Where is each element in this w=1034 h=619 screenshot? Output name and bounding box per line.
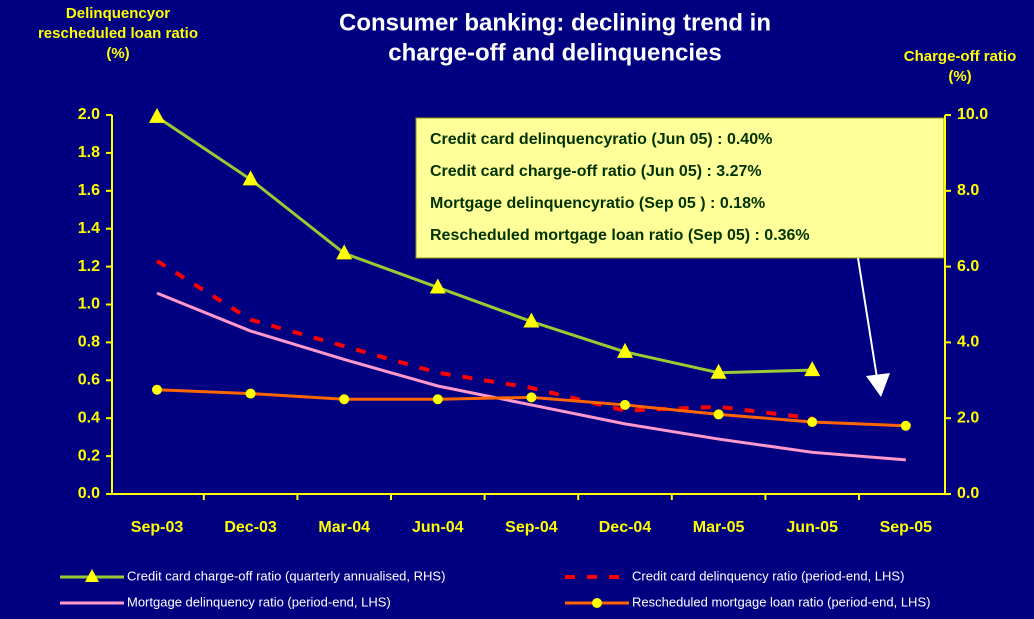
marker — [713, 409, 724, 420]
x-tick-label: Mar-05 — [693, 519, 745, 536]
marker — [429, 278, 446, 294]
y-tick-label: 1.4 — [78, 220, 100, 237]
x-tick-label: Dec-03 — [224, 519, 277, 536]
y2-axis-label: (%) — [948, 68, 971, 85]
y-tick-label: 0.6 — [78, 372, 100, 389]
x-tick-label: Jun-04 — [412, 519, 464, 536]
y2-tick-label: 6.0 — [957, 258, 979, 275]
series-line — [156, 291, 906, 462]
marker — [432, 394, 443, 405]
y-tick-label: 0.0 — [78, 485, 100, 502]
series-line — [155, 259, 813, 421]
x-tick-label: Mar-04 — [318, 519, 370, 536]
y-axis-label: Delinquencyor — [66, 5, 170, 22]
arrow-head — [866, 373, 890, 397]
marker — [526, 392, 537, 403]
marker — [242, 170, 259, 186]
legend-marker — [85, 569, 99, 582]
marker — [617, 342, 633, 358]
y-tick-label: 1.8 — [78, 144, 100, 161]
marker — [245, 388, 256, 399]
marker — [149, 107, 165, 123]
y-tick-label: 0.8 — [78, 334, 100, 351]
legend-marker — [592, 598, 602, 608]
x-tick-label: Sep-03 — [131, 519, 184, 536]
marker — [804, 361, 821, 377]
x-tick-label: Sep-04 — [505, 519, 558, 536]
legend-label: Rescheduled mortgage loan ratio (period-… — [632, 594, 930, 609]
marker — [620, 399, 630, 410]
marker — [710, 363, 727, 379]
legend-label: Credit card charge-off ratio (quarterly … — [127, 568, 445, 583]
chart-title: Consumer banking: declining trend in — [339, 9, 771, 36]
y-tick-label: 1.6 — [78, 182, 100, 199]
marker — [152, 384, 162, 395]
y-axis-label: rescheduled loan ratio — [38, 25, 198, 42]
y2-tick-label: 10.0 — [957, 106, 988, 123]
y2-axis-label: Charge-off ratio — [904, 48, 1017, 65]
annotation: Credit card delinquencyratio (Jun 05) : … — [430, 131, 772, 148]
y-axis-label: (%) — [106, 45, 129, 62]
chart-title: charge-off and delinquencies — [388, 39, 721, 66]
marker — [900, 420, 911, 431]
annotation: Credit card charge-off ratio (Jun 05) : … — [430, 163, 762, 180]
y2-tick-label: 2.0 — [957, 409, 979, 426]
annotation: Mortgage delinquencyratio (Sep 05 ) : 0.… — [430, 195, 765, 212]
y2-tick-label: 8.0 — [957, 182, 979, 199]
marker — [523, 312, 540, 328]
annotation: Rescheduled mortgage loan ratio (Sep 05)… — [430, 227, 810, 244]
x-tick-label: Dec-04 — [599, 519, 652, 536]
annotation-box — [415, 117, 945, 259]
y2-tick-label: 0.0 — [957, 485, 979, 502]
y-tick-label: 1.2 — [78, 258, 100, 275]
y-tick-label: 2.0 — [78, 106, 100, 123]
x-tick-label: Jun-05 — [786, 519, 838, 536]
legend-label: Mortgage delinquency ratio (period-end, … — [127, 594, 391, 609]
y-tick-label: 1.0 — [78, 296, 100, 313]
legend-label: Credit card delinquency ratio (period-en… — [632, 568, 904, 583]
marker — [336, 244, 353, 260]
arrow — [857, 257, 878, 379]
marker — [807, 416, 818, 427]
x-tick-label: Sep-05 — [880, 519, 933, 536]
y2-tick-label: 4.0 — [957, 334, 979, 351]
y-tick-label: 0.4 — [78, 409, 100, 426]
marker — [339, 394, 350, 405]
y-tick-label: 0.2 — [78, 447, 100, 464]
series-line — [156, 115, 813, 375]
